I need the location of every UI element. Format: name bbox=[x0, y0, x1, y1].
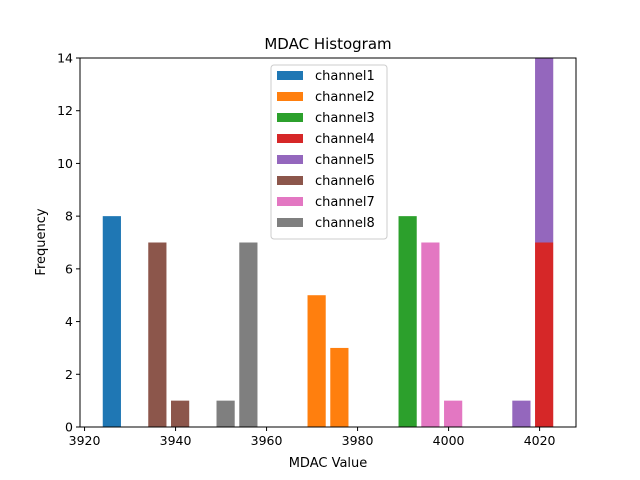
y-tick-label-2: 2 bbox=[65, 367, 73, 382]
legend-swatch-channel5 bbox=[277, 155, 303, 164]
legend-label-channel5: channel5 bbox=[315, 153, 375, 168]
legend-label-channel3: channel3 bbox=[315, 111, 375, 126]
x-tick-label-3980: 3980 bbox=[342, 433, 374, 448]
bar-channel2-0 bbox=[307, 295, 326, 427]
y-tick-label-0: 0 bbox=[65, 420, 73, 435]
bar-channel2-1 bbox=[330, 347, 349, 427]
y-tick-label-8: 8 bbox=[65, 209, 73, 224]
legend-label-channel8: channel8 bbox=[315, 216, 375, 231]
legend-swatch-channel4 bbox=[277, 134, 303, 143]
legend-swatch-channel1 bbox=[277, 71, 303, 80]
y-tick-label-12: 12 bbox=[57, 103, 73, 118]
bar-channel5-1 bbox=[535, 58, 554, 243]
y-axis-label: Frequency bbox=[34, 208, 49, 275]
legend-swatch-channel2 bbox=[277, 92, 303, 101]
legend: channel1 channel2 channel3 channel4 channel5… bbox=[270, 64, 388, 240]
x-tick-label-4000: 4000 bbox=[433, 433, 465, 448]
legend-label-channel6: channel6 bbox=[315, 174, 375, 189]
bar-channel8-1 bbox=[239, 242, 258, 427]
x-tick-label-3940: 3940 bbox=[160, 433, 192, 448]
legend-label-channel1: channel1 bbox=[315, 69, 375, 84]
bar-channel6-0 bbox=[148, 242, 167, 427]
legend-label-channel2: channel2 bbox=[315, 90, 375, 105]
bar-channel1-0 bbox=[102, 216, 121, 427]
x-tick-label-3920: 3920 bbox=[69, 433, 101, 448]
bar-channel8-0 bbox=[216, 400, 235, 427]
plot-frame bbox=[79, 57, 577, 428]
y-tick-label-6: 6 bbox=[65, 261, 73, 276]
bar-channel4-0 bbox=[535, 242, 554, 427]
y-tick-label-14: 14 bbox=[57, 51, 73, 66]
y-tick-label-10: 10 bbox=[57, 156, 73, 171]
chart-title: MDAC Histogram bbox=[264, 35, 391, 53]
legend-swatch-channel7 bbox=[277, 197, 303, 206]
y-tick-label-4: 4 bbox=[65, 314, 73, 329]
bar-channel7-1 bbox=[444, 400, 463, 427]
legend-swatch-channel8 bbox=[277, 218, 303, 227]
bar-channel6-1 bbox=[171, 400, 190, 427]
bar-channel3-0 bbox=[398, 216, 417, 427]
legend-box bbox=[270, 64, 388, 240]
legend-label-channel4: channel4 bbox=[315, 132, 375, 147]
legend-label-channel7: channel7 bbox=[315, 195, 375, 210]
x-tick-label-4020: 4020 bbox=[524, 433, 556, 448]
x-axis-label: MDAC Value bbox=[289, 456, 368, 471]
x-tick-label-3960: 3960 bbox=[251, 433, 283, 448]
legend-swatch-channel3 bbox=[277, 113, 303, 122]
legend-swatch-channel6 bbox=[277, 176, 303, 185]
bar-channel5-0 bbox=[512, 400, 531, 427]
bar-channel7-0 bbox=[421, 242, 440, 427]
